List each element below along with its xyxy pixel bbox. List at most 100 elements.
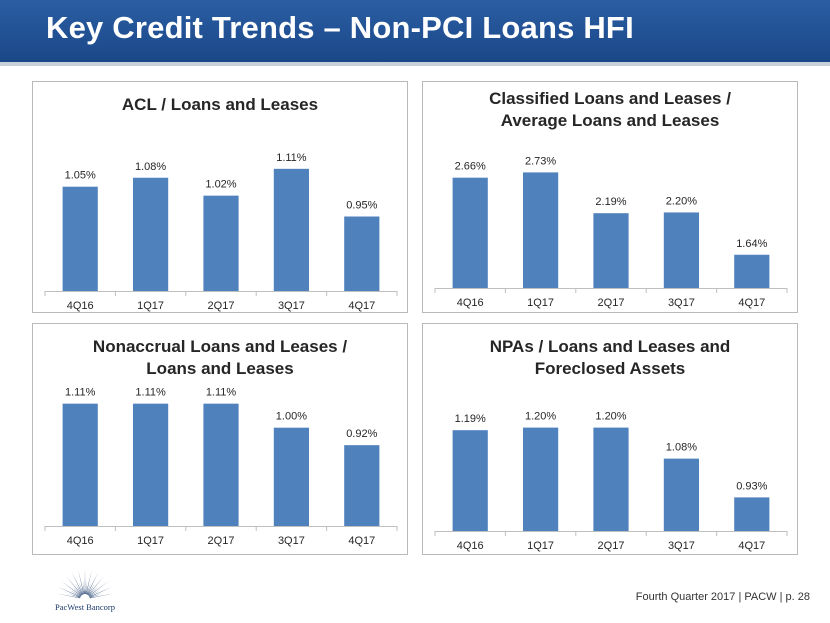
chart-title: Nonaccrual Loans and Leases / Loans and … (92, 337, 348, 378)
chart-title: Classified Loans and Leases / Average Lo… (489, 89, 731, 130)
x-tick-label: 4Q16 (67, 535, 94, 547)
logo-ray (89, 586, 113, 598)
data-label: 1.08% (135, 161, 166, 173)
page-title: Key Credit Trends – Non-PCI Loans HFI (46, 10, 634, 45)
data-label: 1.11% (206, 387, 237, 399)
data-label: 2.66% (455, 161, 486, 173)
data-label: 1.20% (595, 411, 626, 423)
x-tick-label: 2Q17 (598, 540, 625, 552)
bar-2Q17 (593, 213, 629, 288)
chart-panel-nonaccrual: Nonaccrual Loans and Leases / Loans and … (32, 323, 408, 555)
company-logo: PacWest Bancorp (52, 563, 118, 617)
data-label: 1.05% (65, 170, 96, 182)
x-tick-label: 4Q17 (348, 300, 375, 312)
bar-4Q17 (344, 216, 380, 291)
logo-text: PacWest Bancorp (55, 602, 115, 612)
logo-ray (61, 580, 82, 597)
logo-ray (65, 575, 83, 596)
x-tick-label: 1Q17 (137, 535, 164, 547)
x-tick-label: 2Q17 (208, 300, 235, 312)
logo-ray (78, 582, 84, 595)
x-tick-label: 4Q17 (738, 540, 765, 552)
logo-ray (71, 572, 84, 595)
x-tick-label: 4Q16 (67, 300, 94, 312)
x-tick-label: 2Q17 (598, 297, 625, 309)
data-label: 0.92% (346, 428, 377, 440)
logo-ray (89, 589, 101, 597)
starburst-icon (55, 569, 115, 599)
bar-1Q17 (523, 172, 559, 288)
footer-page-info: Fourth Quarter 2017 | PACW | p. 28 (635, 591, 810, 603)
chart-svg: 1.19% 4Q16 1.20% 1Q17 1.20% 2Q17 1.08% 3Q17 0.93… (434, 411, 788, 552)
x-tick-label: 3Q17 (668, 297, 695, 309)
logo-ray (55, 593, 81, 599)
data-label: 1.19% (455, 413, 486, 425)
x-tick-label: 2Q17 (208, 535, 235, 547)
bar-3Q17 (273, 427, 309, 526)
bar-3Q17 (663, 212, 699, 288)
chart-panel-classified: Classified Loans and Leases / Average Lo… (422, 81, 798, 313)
bar-4Q16 (62, 403, 98, 526)
logo-ray (67, 593, 81, 598)
chart-svg: 1.05% 4Q16 1.08% 1Q17 1.02% 2Q17 1.11% 3Q17 0.95… (44, 152, 398, 312)
logo-ray (88, 580, 109, 597)
bar-1Q17 (523, 427, 559, 531)
x-tick-label: 1Q17 (137, 300, 164, 312)
data-label: 0.93% (736, 480, 767, 492)
bar-4Q17 (344, 445, 380, 526)
bar-3Q17 (663, 458, 699, 531)
bar-2Q17 (593, 427, 629, 531)
logo-ray (89, 593, 115, 599)
header-bar: Key Credit Trends – Non-PCI Loans HFI (0, 0, 830, 62)
data-label: 2.19% (595, 196, 626, 208)
logo-ray (88, 586, 98, 596)
bar-4Q16 (452, 430, 488, 531)
x-tick-label: 4Q17 (738, 297, 765, 309)
data-label: 1.02% (205, 179, 236, 191)
data-label: 1.08% (666, 442, 697, 454)
bar-4Q17 (734, 254, 770, 288)
bar-4Q16 (452, 177, 488, 288)
x-tick-label: 4Q17 (348, 535, 375, 547)
chart-title: ACL / Loans and Leases (121, 95, 319, 114)
bar-1Q17 (133, 177, 169, 291)
x-tick-label: 3Q17 (278, 535, 305, 547)
x-tick-label: 4Q16 (457, 540, 484, 552)
bar-1Q17 (133, 403, 169, 526)
logo-ray (82, 581, 85, 595)
logo-ray (86, 572, 99, 595)
logo-ray (86, 582, 92, 595)
bar-4Q17 (734, 497, 770, 531)
chart-svg: 1.11% 4Q16 1.11% 1Q17 1.11% 2Q17 1.00% 3Q17 0.92… (44, 387, 398, 547)
logo-ray (57, 586, 81, 598)
data-label: 1.20% (525, 411, 556, 423)
logo-ray (87, 583, 95, 595)
x-tick-label: 3Q17 (668, 540, 695, 552)
bar-2Q17 (203, 403, 239, 526)
chart-svg: 2.66% 4Q16 2.73% 1Q17 2.19% 2Q17 2.20% 3Q17 1.64… (434, 155, 788, 309)
data-label: 1.11% (276, 152, 307, 164)
logo-ray (87, 575, 105, 596)
logo-ray (89, 593, 103, 598)
chart-panel-acl: ACL / Loans and Leases 1.05% 4Q16 1.08% 1Q1… (32, 81, 408, 313)
logo-ray (75, 583, 83, 595)
data-label: 2.20% (666, 195, 697, 207)
chart-title: NPAs / Loans and Leases and Foreclosed A… (489, 337, 731, 378)
data-label: 1.64% (736, 238, 767, 250)
data-label: 1.11% (65, 387, 96, 399)
data-label: 0.95% (346, 200, 377, 212)
data-label: 1.11% (135, 387, 166, 399)
data-label: 2.73% (525, 155, 556, 167)
bar-2Q17 (203, 195, 239, 291)
header-divider (0, 62, 830, 66)
bar-4Q16 (62, 186, 98, 291)
chart-panel-npas: NPAs / Loans and Leases and Foreclosed A… (422, 323, 798, 555)
logo-ray (85, 581, 88, 595)
logo-ray (69, 589, 81, 597)
x-tick-label: 4Q16 (457, 297, 484, 309)
x-tick-label: 1Q17 (527, 297, 554, 309)
bar-3Q17 (273, 168, 309, 291)
logo-ray (85, 569, 92, 595)
data-label: 1.00% (276, 411, 307, 423)
x-tick-label: 1Q17 (527, 540, 554, 552)
